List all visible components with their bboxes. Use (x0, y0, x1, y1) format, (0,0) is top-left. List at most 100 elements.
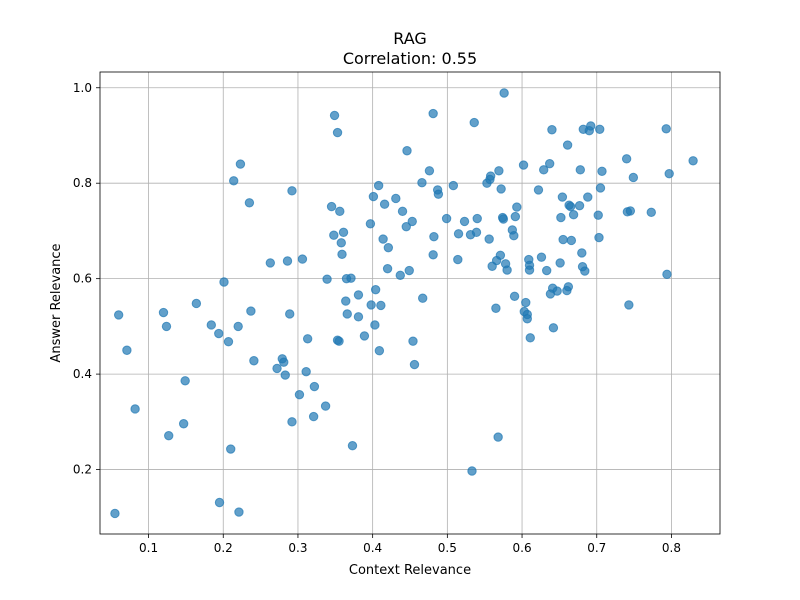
data-point (223, 336, 234, 347)
chart-subtitle: Correlation: 0.55 (343, 49, 477, 68)
data-point (338, 227, 349, 238)
x-tick-label: 0.5 (438, 541, 457, 555)
data-point (662, 269, 672, 280)
data-point (383, 242, 394, 253)
data-point (471, 227, 482, 238)
data-point (575, 165, 586, 175)
data-point (510, 211, 521, 222)
data-point (376, 300, 386, 311)
data-point (280, 370, 290, 380)
data-point (484, 234, 494, 244)
data-point (353, 312, 364, 322)
data-point (113, 310, 124, 320)
data-point (496, 184, 506, 194)
data-point (246, 306, 256, 316)
data-point (433, 189, 444, 199)
data-point (122, 345, 132, 355)
data-point (566, 235, 577, 246)
data-point (219, 277, 229, 287)
data-point (329, 110, 340, 121)
data-point (453, 229, 464, 239)
data-point (130, 404, 140, 414)
y-axis-ticks: 0.2 0.4 0.6 0.8 1.0 (73, 81, 100, 477)
y-tick-label: 0.8 (73, 176, 92, 190)
data-point (518, 160, 529, 170)
data-point (110, 508, 120, 519)
data-point (233, 321, 243, 332)
data-point (574, 200, 585, 211)
data-point (628, 172, 639, 183)
data-point (287, 417, 297, 427)
data-point (494, 166, 504, 176)
data-point (235, 159, 246, 169)
x-tick-label: 0.6 (513, 541, 532, 555)
data-point (408, 336, 418, 346)
data-point (234, 507, 244, 517)
data-point (279, 357, 289, 367)
data-point (370, 284, 381, 295)
data-point (429, 231, 439, 242)
data-point (178, 419, 189, 429)
data-point (595, 183, 606, 193)
plot-area-frame (99, 71, 721, 535)
data-point (294, 389, 305, 400)
data-point (374, 346, 385, 356)
data-point (287, 186, 297, 196)
data-point (370, 320, 380, 330)
data-point (522, 309, 532, 320)
data-point (272, 363, 282, 374)
x-axis-label: Context Relevance (349, 563, 471, 578)
data-point (353, 290, 364, 300)
data-point (378, 234, 388, 244)
data-point (467, 466, 477, 476)
x-axis-ticks: 0.1 0.2 0.3 0.4 0.5 0.6 0.7 0.8 (139, 534, 681, 555)
data-point (562, 140, 573, 150)
data-point (512, 202, 522, 212)
data-point (359, 331, 370, 341)
data-points (110, 88, 698, 519)
data-point (249, 356, 259, 366)
data-point (459, 216, 470, 227)
data-point (407, 216, 417, 227)
data-point (491, 303, 501, 313)
data-point (502, 265, 512, 275)
data-point (346, 273, 356, 283)
data-point (335, 206, 345, 217)
data-point (625, 206, 636, 216)
data-point (544, 158, 555, 169)
x-tick-label: 0.7 (587, 541, 606, 555)
data-point (373, 180, 384, 191)
data-point (548, 323, 559, 333)
data-point (417, 178, 427, 188)
x-tick-label: 0.3 (288, 541, 307, 555)
data-point (580, 266, 590, 276)
x-tick-label: 0.1 (139, 541, 158, 555)
data-point (334, 336, 344, 346)
data-point (379, 199, 390, 209)
data-point (397, 206, 408, 217)
data-point (557, 192, 568, 202)
data-point (282, 256, 293, 266)
data-point (214, 328, 224, 339)
y-axis-label: Answer Relevance (49, 243, 64, 362)
data-point (594, 232, 604, 243)
data-point (214, 497, 225, 508)
data-point (509, 231, 519, 241)
data-point (336, 238, 346, 248)
y-tick-label: 0.6 (73, 272, 92, 286)
data-point (226, 444, 236, 454)
data-point (418, 293, 428, 303)
data-point (366, 300, 376, 310)
data-point (297, 254, 308, 264)
data-point (191, 298, 202, 309)
data-point (382, 263, 393, 274)
data-point (533, 185, 544, 195)
data-point (308, 411, 319, 422)
data-point (586, 121, 596, 131)
data-point (342, 309, 352, 319)
data-point (646, 207, 656, 218)
data-point (391, 193, 401, 204)
data-point (402, 146, 412, 156)
data-point (409, 359, 420, 370)
